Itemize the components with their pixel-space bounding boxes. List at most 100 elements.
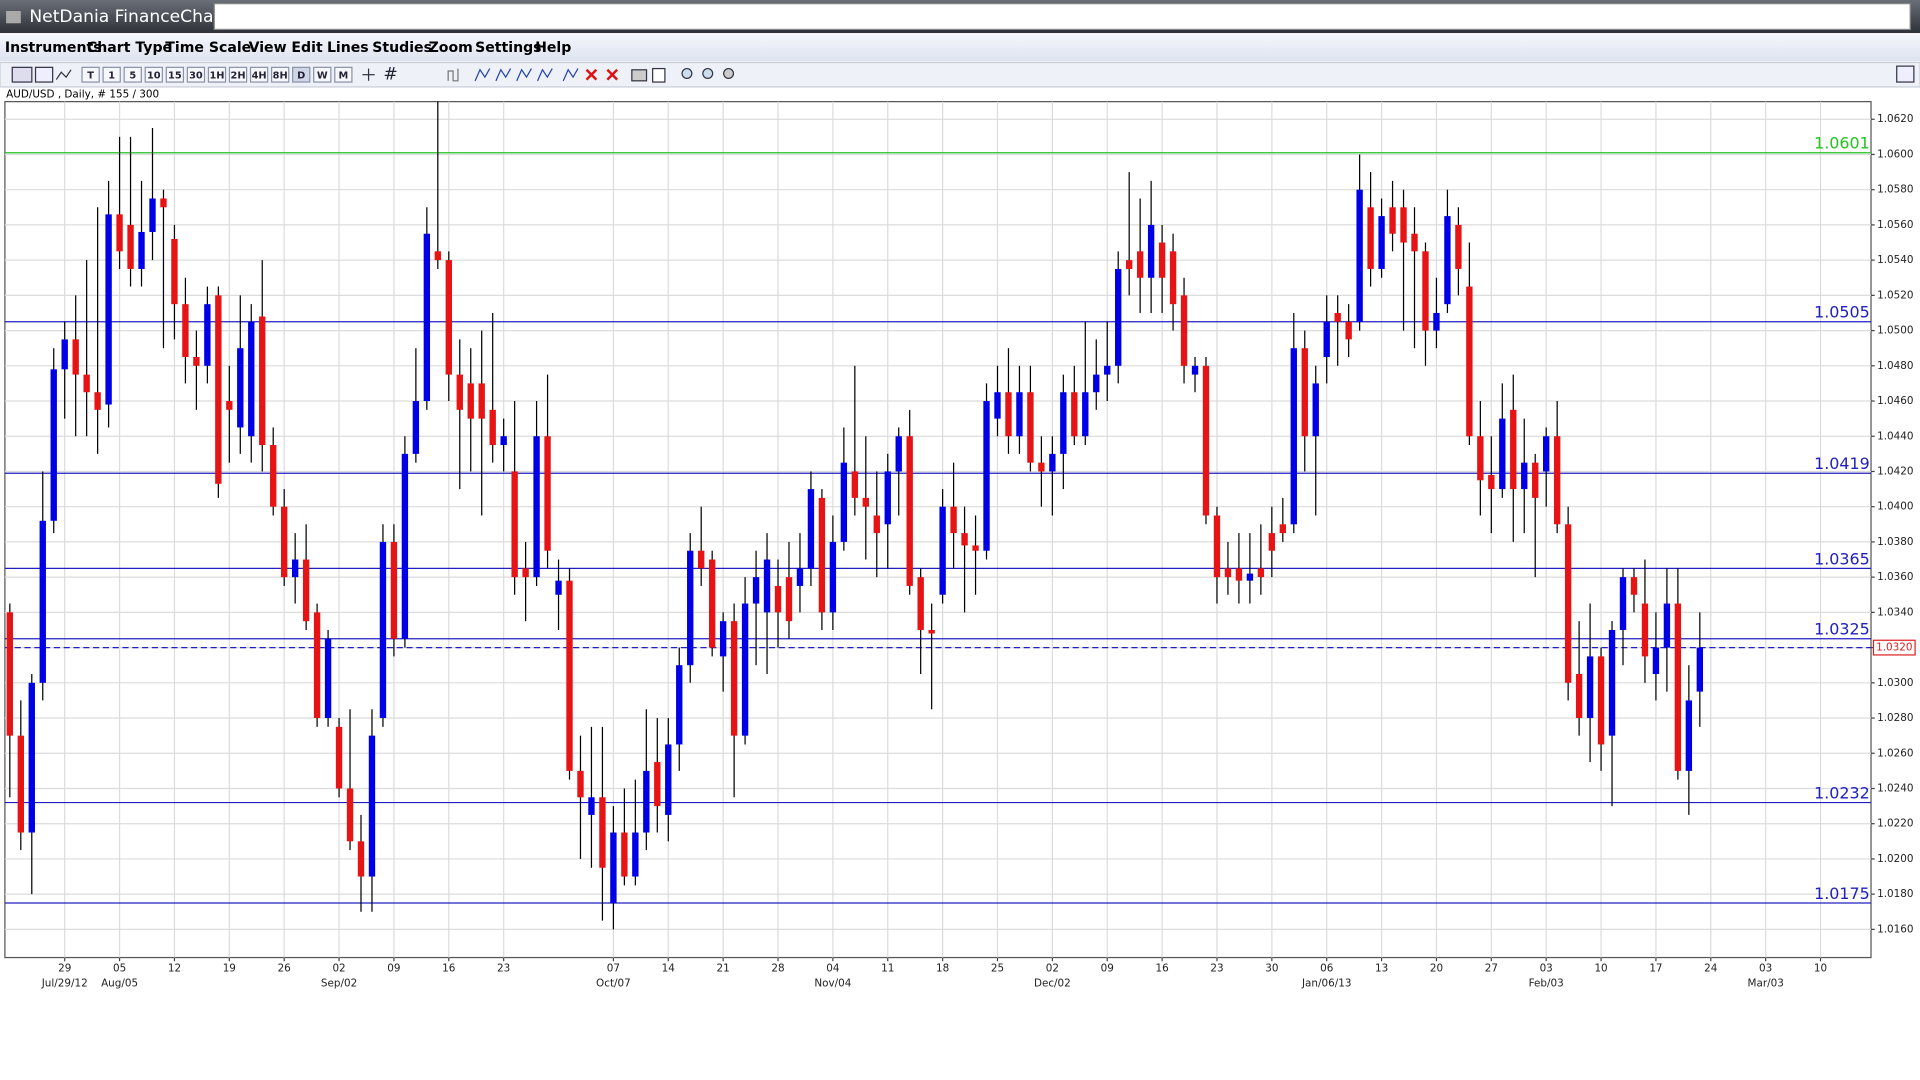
- tool-icon[interactable]: [34, 66, 54, 83]
- tool-icon[interactable]: [606, 68, 619, 81]
- timeframe-button[interactable]: [102, 66, 121, 83]
- y-tick-label: 1.0520: [1877, 289, 1913, 301]
- timeframe-button[interactable]: [207, 66, 227, 83]
- menu-item[interactable]: Studies: [372, 40, 432, 56]
- tool-icon[interactable]: [631, 69, 648, 82]
- tool-icon[interactable]: #: [383, 65, 397, 85]
- candle-body: [270, 445, 277, 507]
- candle-body: [1499, 418, 1506, 490]
- timeframe-button[interactable]: [165, 66, 185, 83]
- candle-body: [445, 260, 452, 375]
- candle-body: [138, 231, 145, 269]
- tool-icon[interactable]: [495, 68, 512, 82]
- candle-body: [928, 629, 935, 634]
- tool-icon[interactable]: [1896, 65, 1915, 83]
- y-tick-label: 1.0620: [1877, 113, 1913, 125]
- candle-body: [1608, 629, 1616, 736]
- tool-icon[interactable]: [55, 69, 72, 80]
- timeframe-button[interactable]: [144, 66, 163, 83]
- timeframe-label[interactable]: 8H: [273, 70, 288, 81]
- candle-body: [215, 295, 222, 484]
- x-tick-label: 24: [1704, 963, 1718, 975]
- candle-body: [1543, 436, 1550, 472]
- tool-icon[interactable]: [585, 68, 598, 81]
- candle-body: [1422, 251, 1429, 331]
- menu-item[interactable]: Instruments: [5, 40, 102, 56]
- timeframe-label[interactable]: D: [297, 70, 305, 81]
- tool-icon[interactable]: [536, 68, 553, 82]
- candle-body: [961, 533, 968, 546]
- candle-body: [730, 621, 738, 736]
- y-tick-label: 1.0180: [1877, 888, 1913, 900]
- menu-item[interactable]: Time Scale: [165, 40, 251, 56]
- tool-icon[interactable]: [516, 68, 532, 82]
- timeframe-button[interactable]: [81, 66, 100, 83]
- timeframe-label[interactable]: W: [317, 70, 328, 81]
- plot: 1.0620 1.0600 1.0580 1.0560 1.0540 1.0520 1.05…: [4, 101, 1916, 989]
- timeframe-label[interactable]: 4H: [252, 70, 267, 81]
- tool-icon[interactable]: [474, 68, 491, 82]
- tool-icon[interactable]: [562, 68, 579, 82]
- last-price-label: 1.0320: [1876, 642, 1912, 654]
- x-month-label: Jan/06/13: [1301, 977, 1351, 989]
- candle-body: [1466, 286, 1473, 437]
- level-label: 1.0365: [1814, 549, 1870, 568]
- timeframe-label[interactable]: 1: [108, 70, 115, 81]
- x-tick-label: 13: [1375, 963, 1388, 975]
- candle-body: [895, 436, 902, 472]
- timeframe-label[interactable]: 15: [168, 70, 182, 81]
- x-tick-label: 03: [1759, 963, 1772, 975]
- tool-icon[interactable]: [702, 67, 714, 79]
- timeframe-button[interactable]: [313, 66, 332, 83]
- x-tick-label: 02: [332, 963, 345, 975]
- candle-body: [1257, 568, 1265, 578]
- tool-icon[interactable]: [447, 68, 459, 82]
- candle-body: [39, 520, 46, 683]
- candle-body: [774, 585, 782, 613]
- menu-item[interactable]: Help: [535, 40, 571, 56]
- timeframe-label[interactable]: 1H: [209, 70, 224, 81]
- y-tick-label: 1.0440: [1877, 430, 1913, 442]
- x-tick-label: 14: [662, 963, 676, 975]
- candle-body: [610, 832, 617, 903]
- candle-body: [1038, 462, 1045, 472]
- level-label: 1.0505: [1814, 303, 1870, 322]
- menu-item[interactable]: View: [249, 40, 287, 56]
- tool-icon[interactable]: [652, 67, 666, 83]
- timeframe-button[interactable]: [228, 66, 248, 83]
- candle-body: [1191, 365, 1199, 375]
- timeframe-button[interactable]: [334, 66, 353, 83]
- candle-body: [632, 832, 639, 877]
- menu-item[interactable]: Zoom: [429, 40, 473, 56]
- timeframe-label[interactable]: M: [338, 70, 348, 81]
- menu-item[interactable]: Lines: [327, 40, 369, 56]
- candle-body: [226, 401, 233, 410]
- x-tick-label: 17: [1649, 963, 1662, 975]
- candle-body: [127, 224, 134, 269]
- timeframe-label[interactable]: 10: [147, 70, 161, 81]
- menu-item[interactable]: Chart Type: [87, 40, 172, 56]
- candle-body: [1016, 392, 1023, 437]
- menu-item[interactable]: Edit: [291, 40, 323, 56]
- x-month-label: Nov/04: [814, 977, 851, 989]
- candle-body: [1685, 700, 1693, 771]
- tool-icon[interactable]: [11, 66, 33, 83]
- candle-body: [939, 506, 946, 595]
- tool-icon[interactable]: [723, 67, 735, 79]
- timeframe-label[interactable]: 30: [189, 70, 203, 81]
- timeframe-button[interactable]: [123, 66, 142, 83]
- tool-icon[interactable]: [681, 67, 693, 79]
- y-tick-label: 1.0580: [1877, 184, 1913, 196]
- timeframe-label[interactable]: 2H: [231, 70, 246, 81]
- timeframe-button[interactable]: [292, 66, 311, 83]
- candle-body: [840, 462, 848, 542]
- timeframe-button[interactable]: [249, 66, 269, 83]
- timeframe-label[interactable]: 5: [129, 70, 136, 81]
- timeframe-label[interactable]: T: [87, 70, 94, 81]
- timeframe-button[interactable]: [186, 66, 206, 83]
- candle-body: [346, 788, 354, 842]
- timeframe-button[interactable]: [270, 66, 290, 83]
- y-tick-label: 1.0260: [1877, 747, 1913, 759]
- menu-item[interactable]: Settings: [475, 40, 541, 56]
- candle-body: [368, 735, 376, 877]
